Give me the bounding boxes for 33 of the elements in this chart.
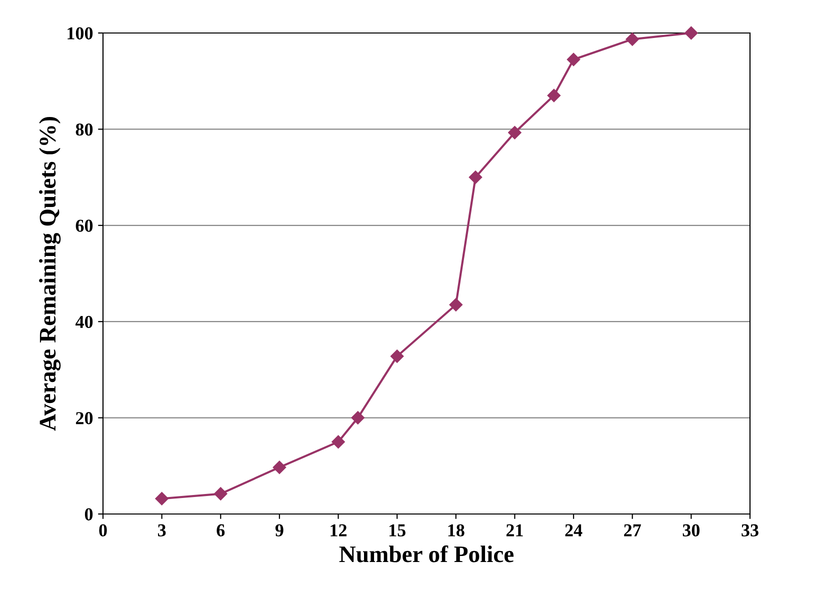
x-tick-label: 21 — [506, 524, 523, 536]
x-tick-label: 0 — [99, 524, 107, 536]
y-tick-label: 40 — [75, 316, 93, 328]
point — [214, 487, 228, 500]
y-axis-title: Average Remaining Quiets (%) — [39, 117, 61, 431]
point — [272, 460, 286, 474]
point — [684, 26, 698, 40]
point — [626, 32, 639, 46]
y-tick-label: 100 — [68, 27, 93, 40]
y-tick-label: 20 — [76, 412, 93, 424]
x-tick-label: 27 — [624, 524, 641, 536]
x-tick-label: 3 — [158, 524, 166, 536]
point — [332, 435, 345, 448]
x-tick-label: 18 — [448, 524, 464, 536]
point — [547, 88, 561, 102]
x-tick-label: 24 — [565, 524, 582, 536]
y-tick-label: 80 — [76, 123, 93, 136]
x-tick-label: 15 — [390, 524, 406, 536]
point — [449, 298, 462, 312]
point — [390, 350, 404, 363]
y-tick-label: 0 — [84, 508, 93, 520]
point — [566, 52, 580, 66]
x-tick-label: 12 — [330, 524, 347, 536]
point — [508, 126, 522, 140]
x-axis-title: Number of Police — [339, 545, 514, 562]
x-tick-label: 33 — [742, 524, 758, 536]
x-tick-label: 6 — [216, 524, 225, 536]
x-tick-label: 30 — [682, 524, 700, 536]
point — [155, 492, 168, 506]
point — [351, 411, 364, 424]
y-tick-label: 60 — [76, 220, 93, 232]
x-tick-label: 9 — [275, 524, 284, 536]
point — [468, 170, 482, 184]
